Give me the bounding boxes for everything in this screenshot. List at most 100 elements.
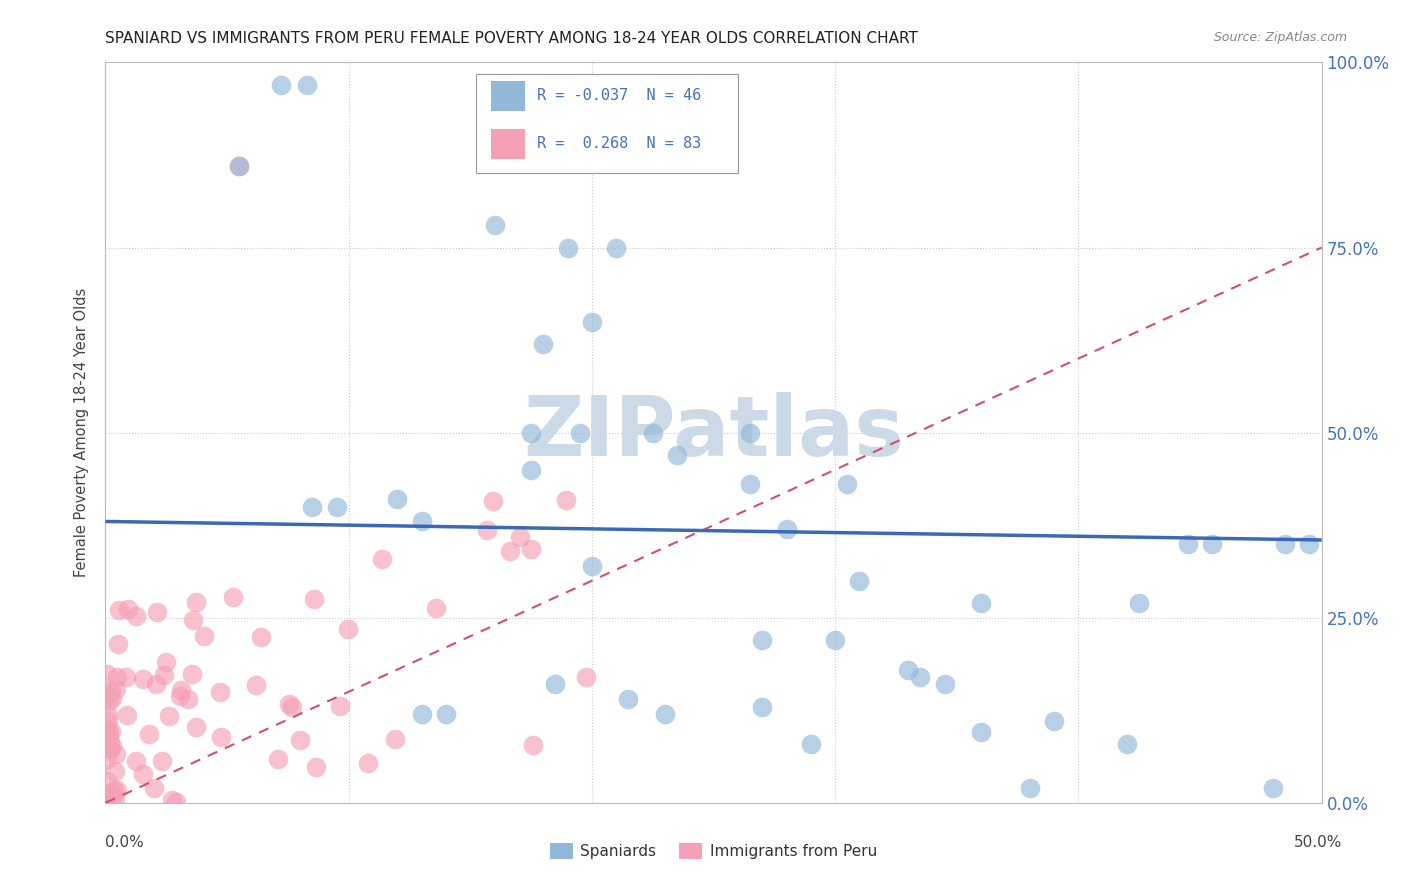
Text: R =  0.268  N = 83: R = 0.268 N = 83 bbox=[537, 136, 702, 152]
Y-axis label: Female Poverty Among 18-24 Year Olds: Female Poverty Among 18-24 Year Olds bbox=[75, 288, 90, 577]
Point bbox=[150, 754, 173, 768]
Point bbox=[228, 159, 250, 173]
Point bbox=[96, 666, 118, 681]
Point bbox=[520, 462, 543, 476]
Point bbox=[411, 706, 433, 721]
Point bbox=[568, 425, 591, 440]
Point bbox=[270, 78, 292, 92]
Point bbox=[434, 706, 457, 721]
Point bbox=[115, 708, 138, 723]
Point bbox=[125, 609, 148, 624]
Point bbox=[522, 738, 544, 752]
Point bbox=[104, 791, 127, 805]
Point bbox=[531, 336, 554, 351]
Point bbox=[336, 622, 359, 636]
Point bbox=[970, 725, 993, 739]
Point bbox=[100, 739, 122, 753]
Text: 50.0%: 50.0% bbox=[1295, 836, 1343, 850]
Point bbox=[250, 631, 273, 645]
Text: 0.0%: 0.0% bbox=[105, 836, 145, 850]
Point bbox=[132, 672, 155, 686]
FancyBboxPatch shape bbox=[477, 73, 738, 173]
Point bbox=[425, 601, 447, 615]
FancyBboxPatch shape bbox=[491, 129, 524, 159]
Point bbox=[98, 736, 121, 750]
Point bbox=[101, 691, 124, 706]
Point bbox=[617, 692, 640, 706]
Point bbox=[281, 700, 304, 714]
Point bbox=[94, 687, 117, 701]
Point bbox=[104, 682, 127, 697]
Point bbox=[101, 792, 124, 806]
Point bbox=[115, 670, 138, 684]
Point bbox=[97, 714, 120, 729]
Point bbox=[800, 737, 823, 751]
Point bbox=[228, 159, 250, 173]
Point bbox=[481, 493, 503, 508]
Point bbox=[329, 698, 352, 713]
Text: Source: ZipAtlas.com: Source: ZipAtlas.com bbox=[1213, 31, 1347, 45]
Point bbox=[411, 515, 433, 529]
Point bbox=[96, 774, 118, 789]
Point bbox=[103, 783, 125, 797]
Point bbox=[105, 670, 128, 684]
Point bbox=[288, 733, 311, 747]
Point bbox=[520, 425, 543, 440]
Text: R = -0.037  N = 46: R = -0.037 N = 46 bbox=[537, 88, 702, 103]
Point bbox=[145, 605, 167, 619]
Point bbox=[125, 754, 148, 768]
Point bbox=[267, 752, 290, 766]
Point bbox=[751, 632, 773, 647]
Point bbox=[498, 544, 520, 558]
Point bbox=[100, 723, 122, 738]
Point bbox=[97, 723, 120, 738]
Point bbox=[305, 759, 328, 773]
Point bbox=[209, 684, 232, 698]
Point bbox=[181, 613, 204, 627]
Point bbox=[751, 699, 773, 714]
Point bbox=[170, 682, 193, 697]
Point bbox=[155, 655, 177, 669]
Point bbox=[475, 523, 498, 537]
Point bbox=[96, 732, 118, 747]
Point bbox=[837, 477, 859, 491]
Point bbox=[387, 492, 409, 507]
Point bbox=[1116, 737, 1139, 751]
Point bbox=[107, 602, 129, 616]
Point bbox=[509, 530, 531, 544]
Point bbox=[104, 747, 127, 761]
Legend: Spaniards, Immigrants from Peru: Spaniards, Immigrants from Peru bbox=[544, 838, 883, 865]
Point bbox=[107, 637, 129, 651]
Point bbox=[138, 727, 160, 741]
Point bbox=[484, 219, 506, 233]
Point bbox=[544, 677, 567, 691]
Text: SPANIARD VS IMMIGRANTS FROM PERU FEMALE POVERTY AMONG 18-24 YEAR OLDS CORRELATIO: SPANIARD VS IMMIGRANTS FROM PERU FEMALE … bbox=[105, 31, 918, 46]
Point bbox=[1201, 536, 1223, 550]
Point bbox=[557, 240, 579, 255]
Point bbox=[1018, 780, 1040, 795]
Point bbox=[738, 425, 761, 440]
Point bbox=[132, 767, 155, 781]
Point bbox=[301, 500, 323, 514]
Point bbox=[1261, 780, 1284, 795]
Point bbox=[1043, 714, 1066, 729]
Point bbox=[98, 730, 121, 744]
Point bbox=[222, 590, 245, 604]
Point bbox=[910, 670, 932, 684]
Point bbox=[165, 796, 187, 810]
Point bbox=[325, 500, 347, 514]
Point bbox=[184, 721, 207, 735]
Point bbox=[384, 731, 406, 746]
Point bbox=[605, 240, 627, 255]
Point bbox=[897, 663, 920, 677]
Point bbox=[245, 677, 267, 691]
Point bbox=[1177, 536, 1199, 550]
Point bbox=[575, 670, 598, 684]
Point bbox=[97, 730, 120, 744]
Text: ZIPatlas: ZIPatlas bbox=[523, 392, 904, 473]
Point bbox=[641, 425, 664, 440]
Point bbox=[142, 780, 165, 795]
Point bbox=[519, 541, 541, 556]
Point bbox=[98, 727, 121, 741]
Point bbox=[209, 731, 232, 745]
